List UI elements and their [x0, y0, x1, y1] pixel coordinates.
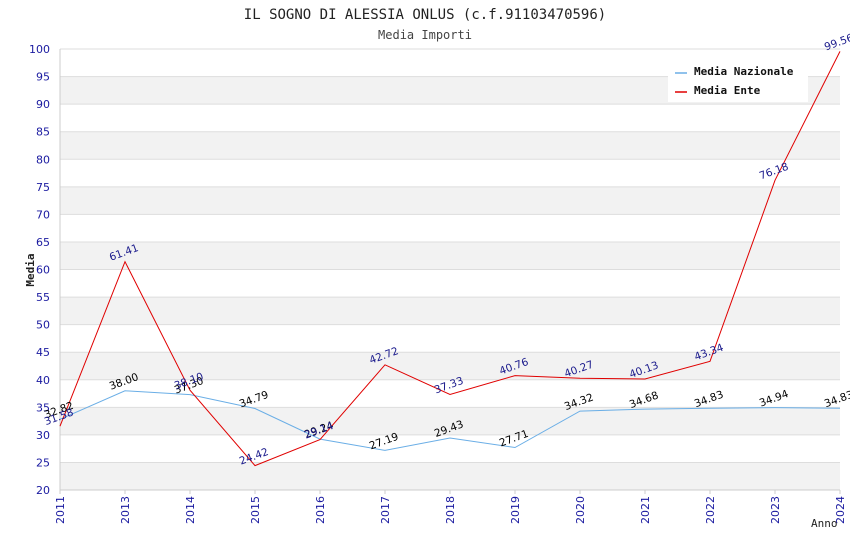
x-tick-labels: 2011 2013 2014 2015 2016 2017 2018 2019 2020 2021…: [54, 496, 847, 524]
x-tick-label: 2013: [119, 496, 132, 524]
grid-band: [60, 186, 840, 215]
x-tick-label: 2019: [509, 496, 522, 524]
grid-band: [60, 352, 840, 380]
x-tick-label: 2020: [574, 496, 587, 524]
grid-band: [60, 297, 840, 325]
data-label: 76.18: [758, 161, 790, 183]
y-tick-label: 60: [36, 264, 50, 277]
x-axis-label: Anno: [811, 517, 838, 530]
y-tick-label: 100: [29, 43, 50, 56]
y-tick-label: 40: [36, 374, 50, 387]
grid-band: [60, 131, 840, 160]
grid-bands: [60, 76, 840, 490]
series-line-media-nazionale: [59, 390, 841, 451]
x-tick-label: 2017: [379, 496, 392, 524]
y-tick-label: 50: [36, 319, 50, 332]
y-axis-label: Media: [24, 253, 37, 286]
series-line-media-ente: [59, 51, 841, 467]
x-tick-label: 2015: [249, 496, 262, 524]
x-tick-label: 2011: [54, 496, 67, 524]
y-tick-labels: 20 25 30 35 40 45 50 55 60 65 70 75 80 85 90 95 100: [29, 43, 50, 497]
legend-label-media-nazionale: Media Nazionale: [694, 65, 794, 78]
x-tick-label: 2014: [184, 496, 197, 524]
x-tick-label: 2016: [314, 496, 327, 524]
y-tick-label: 85: [36, 126, 50, 139]
chart-title: IL SOGNO DI ALESSIA ONLUS (c.f.911034705…: [244, 7, 606, 23]
x-tick-label: 2018: [444, 496, 457, 524]
y-tick-label: 95: [36, 71, 50, 84]
y-tick-label: 30: [36, 429, 50, 442]
legend-box: [668, 60, 808, 102]
legend: Media Nazionale Media Ente: [668, 60, 808, 102]
x-tick-label: 2023: [769, 496, 782, 524]
chart-subtitle: Media Importi: [378, 28, 472, 42]
data-label: 99.56: [823, 32, 850, 54]
y-tick-label: 90: [36, 98, 50, 111]
legend-label-media-ente: Media Ente: [694, 84, 761, 97]
y-tick-label: 35: [36, 401, 50, 414]
y-tick-label: 55: [36, 291, 50, 304]
x-tick-label: 2024: [834, 496, 847, 524]
y-tick-label: 75: [36, 181, 50, 194]
y-tick-label: 20: [36, 484, 50, 497]
grid-band: [60, 407, 840, 435]
grid-band: [60, 462, 840, 490]
series-lines: [59, 51, 841, 467]
y-tick-label: 25: [36, 456, 50, 469]
x-tick-label: 2022: [704, 496, 717, 524]
data-label: 34.94: [758, 388, 791, 410]
y-tick-label: 70: [36, 208, 50, 221]
y-tick-label: 65: [36, 236, 50, 249]
grid-band: [60, 241, 840, 270]
y-tick-label: 45: [36, 346, 50, 359]
x-tick-label: 2021: [639, 496, 652, 524]
y-tick-label: 80: [36, 153, 50, 166]
